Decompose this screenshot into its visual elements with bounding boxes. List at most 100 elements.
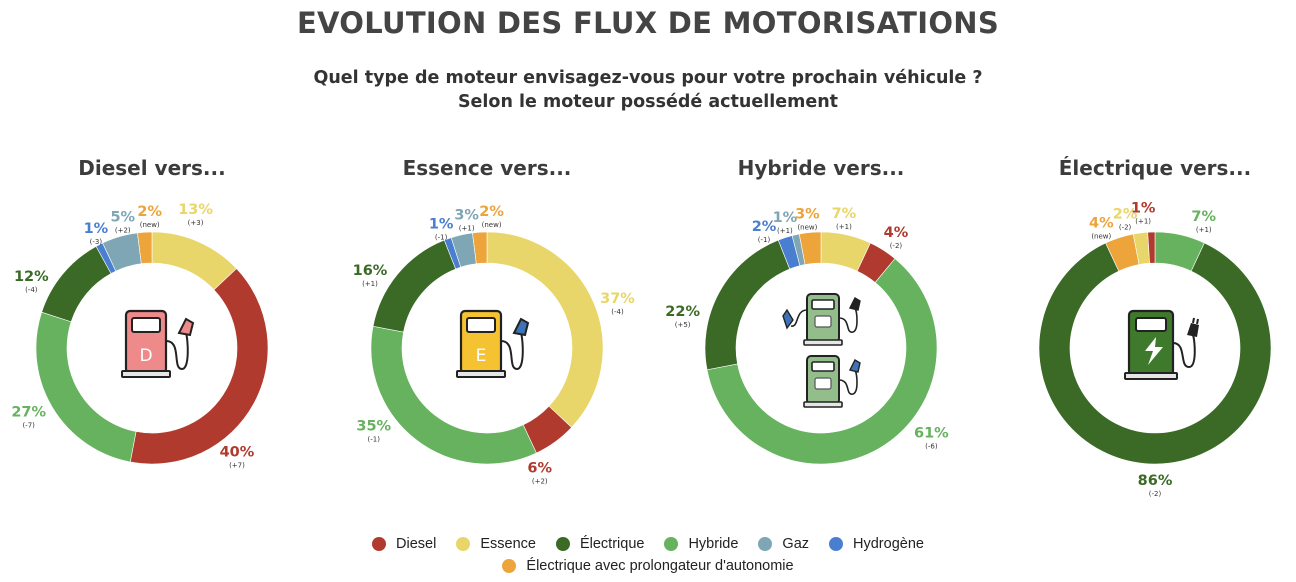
slice-change-label: (-1) — [758, 236, 771, 244]
slice-change-label: (new) — [482, 221, 502, 229]
donut-chart-4: Électrique vers...7%(+1)86%(-2)4%(new)2%… — [1038, 156, 1272, 498]
slice-change-label: (+3) — [188, 219, 204, 227]
slice-change-label: (+1) — [1135, 218, 1151, 226]
slice-change-label: (+1) — [1196, 226, 1212, 234]
chart-title: Essence vers... — [403, 156, 572, 180]
slice-change-label: (-7) — [22, 421, 35, 429]
pump-letter: D — [139, 346, 152, 366]
slice-value-label: 3% — [795, 207, 820, 223]
donut-slice-electrique — [1038, 242, 1272, 465]
legend-label: Diesel — [396, 536, 437, 552]
slice-value-label: 1% — [773, 210, 798, 226]
slice-value-label: 35% — [356, 418, 391, 434]
slice-change-label: (new) — [797, 224, 817, 232]
slice-change-label: (new) — [140, 221, 160, 229]
legend-swatch — [829, 537, 844, 551]
legend-swatch — [664, 537, 679, 551]
legend-row-2: Électrique avec prolongateur d'autonomie — [0, 555, 1296, 577]
slice-value-label: 40% — [220, 445, 255, 461]
slice-value-label: 6% — [527, 460, 552, 476]
legend-label: Essence — [480, 536, 536, 552]
donut-slice-electrique-avec-prolongateur-d-autonomie — [137, 231, 153, 265]
slice-change-label: (+2) — [115, 226, 131, 234]
legend-row-1: Diesel Essence Électrique Hybride Gaz Hydrogè… — [0, 533, 1296, 555]
slice-change-label: (-6) — [925, 442, 938, 450]
donut-slice-electrique — [372, 239, 457, 333]
legend-item-diesel: Diesel — [372, 536, 436, 552]
donut-slice-diesel — [129, 268, 269, 465]
chart-title: Diesel vers... — [78, 156, 225, 180]
fuel-pump-essence-icon: E — [456, 309, 530, 378]
donut-chart-1: Diesel vers...13%(+3)40%(+7)27%(-7)12%(-… — [11, 156, 269, 470]
chart-title: Électrique vers... — [1059, 156, 1251, 180]
slice-change-label: (+1) — [777, 227, 793, 235]
subtitle-line-1: Quel type de moteur envisagez-vous pour … — [313, 68, 983, 88]
legend-label: Hybride — [688, 536, 739, 552]
subtitle-line-2: Selon le moteur possédé actuellement — [457, 92, 839, 112]
legend-item-hybride: Hybride — [664, 536, 738, 552]
legend-item-electrique-avec-prolongateur-d-autonomie: Électrique avec prolongateur d'autonomie — [502, 558, 794, 574]
slice-change-label: (-1) — [368, 435, 381, 443]
slice-value-label: 3% — [454, 208, 479, 224]
legend-swatch — [372, 537, 387, 551]
donut-slice-electrique — [41, 245, 112, 323]
pump-letter: E — [476, 346, 487, 366]
slice-value-label: 4% — [1089, 215, 1114, 231]
slice-change-label: (-4) — [611, 308, 624, 316]
chart-title: Hybride vers... — [738, 156, 905, 180]
slice-change-label: (-3) — [90, 238, 103, 246]
page-title: EVOLUTION DES FLUX DE MOTORISATIONS — [296, 6, 1000, 40]
page-subtitle: Quel type de moteur envisagez-vous pour … — [0, 66, 1296, 114]
slice-value-label: 2% — [479, 204, 504, 220]
legend-label: Électrique avec prolongateur d'autonomie — [526, 558, 794, 574]
legend-label: Hydrogène — [853, 536, 924, 552]
donut-slice-essence — [486, 231, 604, 428]
donut-slice-hybride — [370, 325, 537, 465]
slice-change-label: (-4) — [25, 286, 38, 294]
slice-value-label: 22% — [665, 304, 700, 320]
slice-value-label: 12% — [14, 269, 49, 285]
slice-change-label: (+1) — [459, 225, 475, 233]
slice-change-label: (-1) — [435, 234, 448, 242]
slice-value-label: 1% — [84, 221, 109, 237]
slice-value-label: 27% — [11, 404, 46, 420]
slice-value-label: 2% — [752, 219, 777, 235]
slice-change-label: (-2) — [1149, 490, 1162, 498]
donut-slice-hybride — [706, 258, 938, 465]
legend-swatch — [555, 537, 570, 551]
slice-change-label: (+5) — [675, 321, 691, 329]
slice-value-label: 4% — [884, 225, 909, 241]
slice-value-label: 2% — [137, 204, 162, 220]
ev-charger-icon — [1124, 309, 1199, 380]
legend-label: Gaz — [782, 536, 810, 552]
slice-value-label: 5% — [110, 209, 135, 225]
donut-slice-electrique — [704, 239, 791, 371]
legend-label: Électrique — [579, 536, 645, 552]
slice-value-label: 1% — [429, 217, 454, 233]
slice-change-label: (-2) — [890, 242, 903, 250]
donut-slice-electrique-avec-prolongateur-d-autonomie — [798, 231, 822, 265]
donut-slice-electrique-avec-prolongateur-d-autonomie — [472, 231, 488, 265]
donut-chart-2: Essence vers...37%(-4)6%(+2)35%(-1)16%(+… — [353, 156, 636, 485]
legend-item-hydrogene: Hydrogène — [829, 536, 924, 552]
legend-item-gaz: Gaz — [758, 536, 809, 552]
slice-change-label: (+2) — [532, 477, 548, 485]
slice-value-label: 13% — [178, 202, 213, 218]
legend-item-electrique: Électrique — [555, 536, 645, 552]
hybrid-charger-icon — [782, 293, 861, 408]
slice-value-label: 61% — [914, 425, 949, 441]
donut-slice-diesel — [1147, 231, 1156, 264]
slice-change-label: (+1) — [362, 280, 378, 288]
slice-value-label: 2% — [1113, 206, 1138, 222]
legend-swatch — [758, 537, 773, 551]
slice-value-label: 16% — [353, 263, 388, 279]
donut-charts: Diesel vers...13%(+3)40%(+7)27%(-7)12%(-… — [11, 156, 1272, 498]
slice-value-label: 7% — [1191, 209, 1216, 225]
donut-slice-hybride — [35, 311, 137, 463]
legend-swatch — [502, 559, 517, 573]
slice-change-label: (new) — [1091, 232, 1111, 240]
slice-change-label: (-2) — [1119, 223, 1132, 231]
legend-swatch — [456, 537, 471, 551]
slice-value-label: 86% — [1138, 473, 1173, 489]
chart-legend: Diesel Essence Électrique Hybride Gaz Hydrogè… — [0, 533, 1296, 577]
